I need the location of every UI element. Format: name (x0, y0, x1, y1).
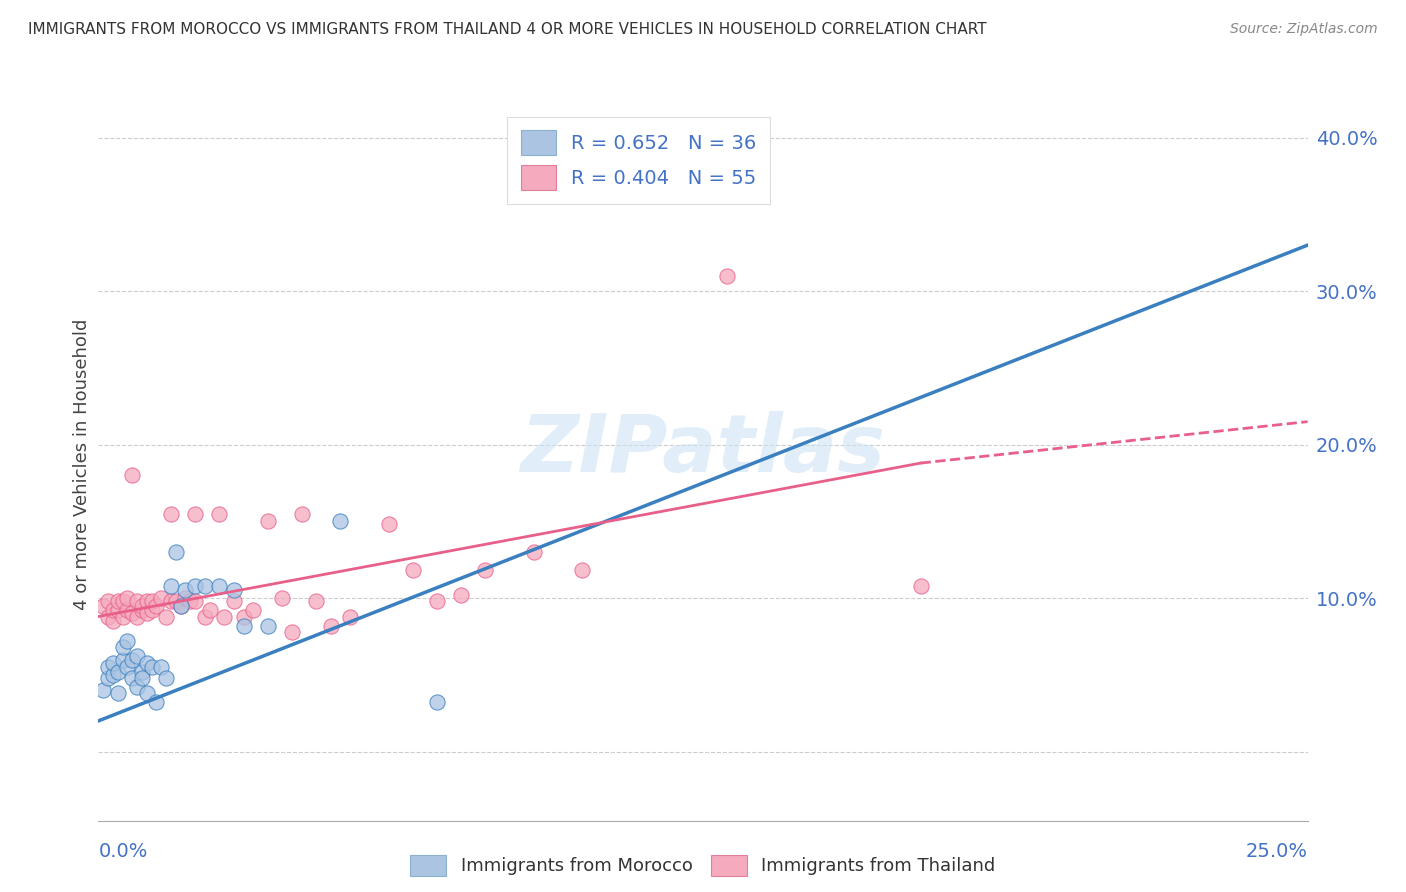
Point (107, 594, 129, 608)
Point (141, 594, 163, 608)
Point (160, 579, 183, 593)
Point (141, 660, 163, 674)
Point (426, 594, 449, 608)
Point (117, 660, 139, 674)
Point (290, 507, 312, 521)
Point (198, 603, 221, 617)
Point (184, 507, 207, 521)
Point (169, 599, 191, 613)
Point (121, 671, 143, 685)
Point (111, 652, 134, 666)
Point (339, 609, 361, 624)
Point (232, 619, 254, 633)
Point (135, 686, 157, 700)
Text: 0.0%: 0.0% (98, 842, 148, 862)
Point (127, 594, 149, 608)
Point (135, 607, 157, 621)
Point (155, 671, 177, 685)
Point (160, 507, 183, 521)
Point (135, 594, 157, 608)
Text: 25.0%: 25.0% (1246, 842, 1308, 862)
Point (184, 579, 207, 593)
Point (281, 624, 304, 639)
Point (319, 619, 342, 633)
Point (305, 594, 328, 608)
Point (101, 656, 124, 670)
Point (121, 607, 143, 621)
Point (97, 660, 120, 674)
Text: Source: ZipAtlas.com: Source: ZipAtlas.com (1230, 22, 1378, 37)
Point (145, 599, 167, 613)
Point (91, 599, 114, 613)
Point (474, 564, 496, 578)
Point (117, 591, 139, 606)
Point (127, 609, 149, 624)
Point (174, 591, 197, 606)
Point (450, 588, 472, 602)
Point (165, 594, 187, 608)
Point (155, 609, 177, 624)
Point (426, 696, 449, 710)
Point (194, 579, 217, 593)
Point (208, 579, 231, 593)
Point (232, 609, 254, 624)
Point (131, 599, 153, 613)
Point (101, 603, 124, 617)
Point (117, 603, 139, 617)
Point (150, 660, 173, 674)
Point (111, 609, 134, 624)
Point (165, 545, 187, 559)
Point (222, 594, 245, 608)
Point (910, 579, 932, 593)
Point (377, 517, 399, 532)
Point (107, 603, 129, 617)
Point (194, 609, 217, 624)
Point (111, 640, 134, 655)
Point (256, 515, 278, 529)
Point (97, 594, 120, 608)
Point (101, 614, 124, 628)
Point (256, 619, 278, 633)
Point (523, 545, 546, 559)
Point (329, 515, 352, 529)
Point (127, 649, 149, 664)
Point (107, 686, 129, 700)
Point (107, 665, 129, 679)
Point (174, 583, 197, 598)
Point (222, 583, 245, 598)
Point (160, 594, 183, 608)
Point (97, 609, 120, 624)
Point (91, 683, 114, 698)
Point (571, 130, 593, 145)
Point (97, 671, 120, 685)
Legend: R = 0.652   N = 36, R = 0.404   N = 55: R = 0.652 N = 36, R = 0.404 N = 55 (508, 117, 770, 203)
Legend: Immigrants from Morocco, Immigrants from Thailand: Immigrants from Morocco, Immigrants from… (404, 847, 1002, 883)
Point (127, 680, 149, 694)
Point (121, 652, 143, 666)
Point (131, 603, 153, 617)
Point (571, 564, 593, 578)
Point (101, 668, 124, 682)
Point (212, 609, 235, 624)
Point (242, 603, 264, 617)
Text: IMMIGRANTS FROM MOROCCO VS IMMIGRANTS FROM THAILAND 4 OR MORE VEHICLES IN HOUSEH: IMMIGRANTS FROM MOROCCO VS IMMIGRANTS FR… (28, 22, 987, 37)
Point (135, 656, 157, 670)
Point (402, 564, 425, 578)
Text: ZIPatlas: ZIPatlas (520, 410, 886, 489)
Point (184, 594, 207, 608)
Y-axis label: 4 or more Vehicles in Household: 4 or more Vehicles in Household (73, 318, 91, 609)
Point (117, 634, 139, 648)
Point (145, 696, 167, 710)
Point (169, 599, 191, 613)
Point (179, 594, 201, 608)
Point (716, 268, 738, 283)
Point (141, 603, 163, 617)
Point (208, 507, 231, 521)
Point (131, 665, 153, 679)
Point (131, 671, 153, 685)
Point (111, 594, 134, 608)
Point (271, 591, 294, 606)
Point (150, 591, 173, 606)
Point (121, 468, 143, 483)
